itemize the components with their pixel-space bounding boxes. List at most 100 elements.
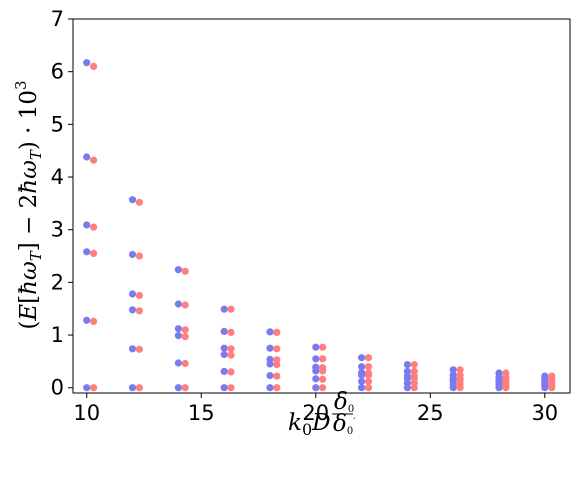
data-point-red-2 [90,223,98,231]
data-point-blue-30 [312,343,320,351]
data-point-blue-15 [174,332,182,340]
data-point-blue-11 [128,384,137,392]
data-point-blue-4 [83,316,91,324]
y-tick-label: 3 [51,218,64,242]
data-point-blue-3 [83,248,91,256]
data-point-blue-21 [220,350,228,359]
data-point-red-18 [227,305,235,313]
data-point-blue-17 [174,384,182,392]
data-point-blue-20 [220,344,228,352]
data-point-blue-0 [83,59,91,67]
y-tick-label: 1 [51,323,64,347]
data-point-red-42 [410,361,418,369]
data-point-red-30 [319,343,327,351]
data-point-red-1 [90,156,98,164]
data-point-blue-16 [174,359,182,367]
data-point-blue-33 [312,367,320,375]
data-point-blue-7 [128,250,137,259]
data-point-red-34 [319,375,327,383]
x-axis-label: k0D δ0 δ0′ [288,389,356,439]
data-point-blue-6 [128,196,137,204]
y-axis-ticks: 0 1 2 3 4 5 6 7 [51,7,73,400]
data-point-blue-39 [358,371,366,379]
data-points [83,59,556,392]
data-point-red-21 [227,351,235,359]
data-point-blue-29 [266,384,274,392]
svg-text:(E[ħωT] − 2ħωT) · 103: (E[ħωT] − 2ħωT) · 103 [12,80,45,329]
data-point-red-28 [273,372,281,380]
data-point-blue-53 [449,384,457,392]
data-point-red-35 [319,384,327,392]
data-point-blue-12 [174,266,182,274]
data-point-blue-1 [83,153,91,161]
data-point-red-8 [135,291,143,300]
data-point-red-33 [319,367,327,375]
data-point-red-41 [364,384,373,392]
data-point-red-31 [319,355,327,363]
data-point-red-5 [90,384,98,392]
data-point-red-9 [135,307,143,315]
x-tick-label: 15 [188,401,215,425]
data-point-red-48 [456,366,464,374]
data-point-blue-36 [358,354,366,362]
data-point-red-19 [227,328,235,336]
data-point-blue-40 [358,377,366,385]
data-point-blue-13 [174,300,182,308]
data-point-red-4 [90,317,98,325]
y-tick-label: 5 [51,112,64,136]
data-point-blue-22 [220,367,228,375]
data-point-red-37 [364,363,373,371]
data-point-blue-31 [312,355,320,363]
data-point-red-36 [364,354,373,362]
data-point-red-59 [502,384,510,392]
data-point-red-0 [90,62,98,70]
data-point-red-12 [181,267,189,275]
data-point-red-7 [135,252,143,260]
data-point-red-20 [227,345,235,353]
data-point-blue-18 [220,305,228,313]
data-point-red-3 [90,249,98,257]
plot-area-frame [72,18,571,394]
data-point-red-25 [273,345,281,353]
data-point-blue-37 [358,363,366,371]
data-point-blue-9 [128,306,137,314]
data-point-red-47 [410,384,418,392]
data-point-blue-42 [403,361,411,369]
data-point-blue-41 [358,384,366,392]
y-tick-label: 4 [51,165,64,189]
data-point-red-23 [227,384,235,392]
data-point-red-29 [273,384,281,392]
data-point-blue-23 [220,384,228,392]
y-tick-label: 0 [51,376,64,400]
data-point-blue-8 [128,290,137,298]
data-point-red-10 [135,345,143,353]
data-point-red-17 [181,384,189,392]
data-point-red-13 [181,301,189,309]
y-tick-label: 2 [51,270,64,294]
data-point-blue-35 [312,384,320,392]
y-tick-label: 6 [51,60,64,84]
data-point-blue-28 [266,372,274,380]
x-tick-label: 10 [73,401,100,425]
data-point-red-16 [181,359,189,368]
data-point-blue-34 [312,375,320,383]
x-tick-label: 30 [531,401,558,425]
data-point-blue-14 [174,325,182,333]
y-axis-label: (E[ħωT] − 2ħωT) · 103 [12,80,45,329]
data-point-red-27 [273,361,281,369]
data-point-blue-24 [266,328,274,336]
data-point-red-11 [135,384,143,392]
x-axis-ticks: 10 15 20 25 30 [73,393,558,425]
y-tick-label: 7 [51,7,64,31]
data-point-blue-19 [220,327,228,335]
data-point-red-40 [364,377,373,385]
data-point-red-24 [273,328,281,336]
data-point-blue-2 [83,221,91,229]
data-point-blue-59 [495,384,503,392]
data-point-blue-10 [128,345,137,353]
data-point-red-39 [364,371,373,379]
x-tick-label: 20 [302,401,329,425]
data-point-blue-65 [541,384,549,392]
data-point-red-65 [548,384,556,392]
